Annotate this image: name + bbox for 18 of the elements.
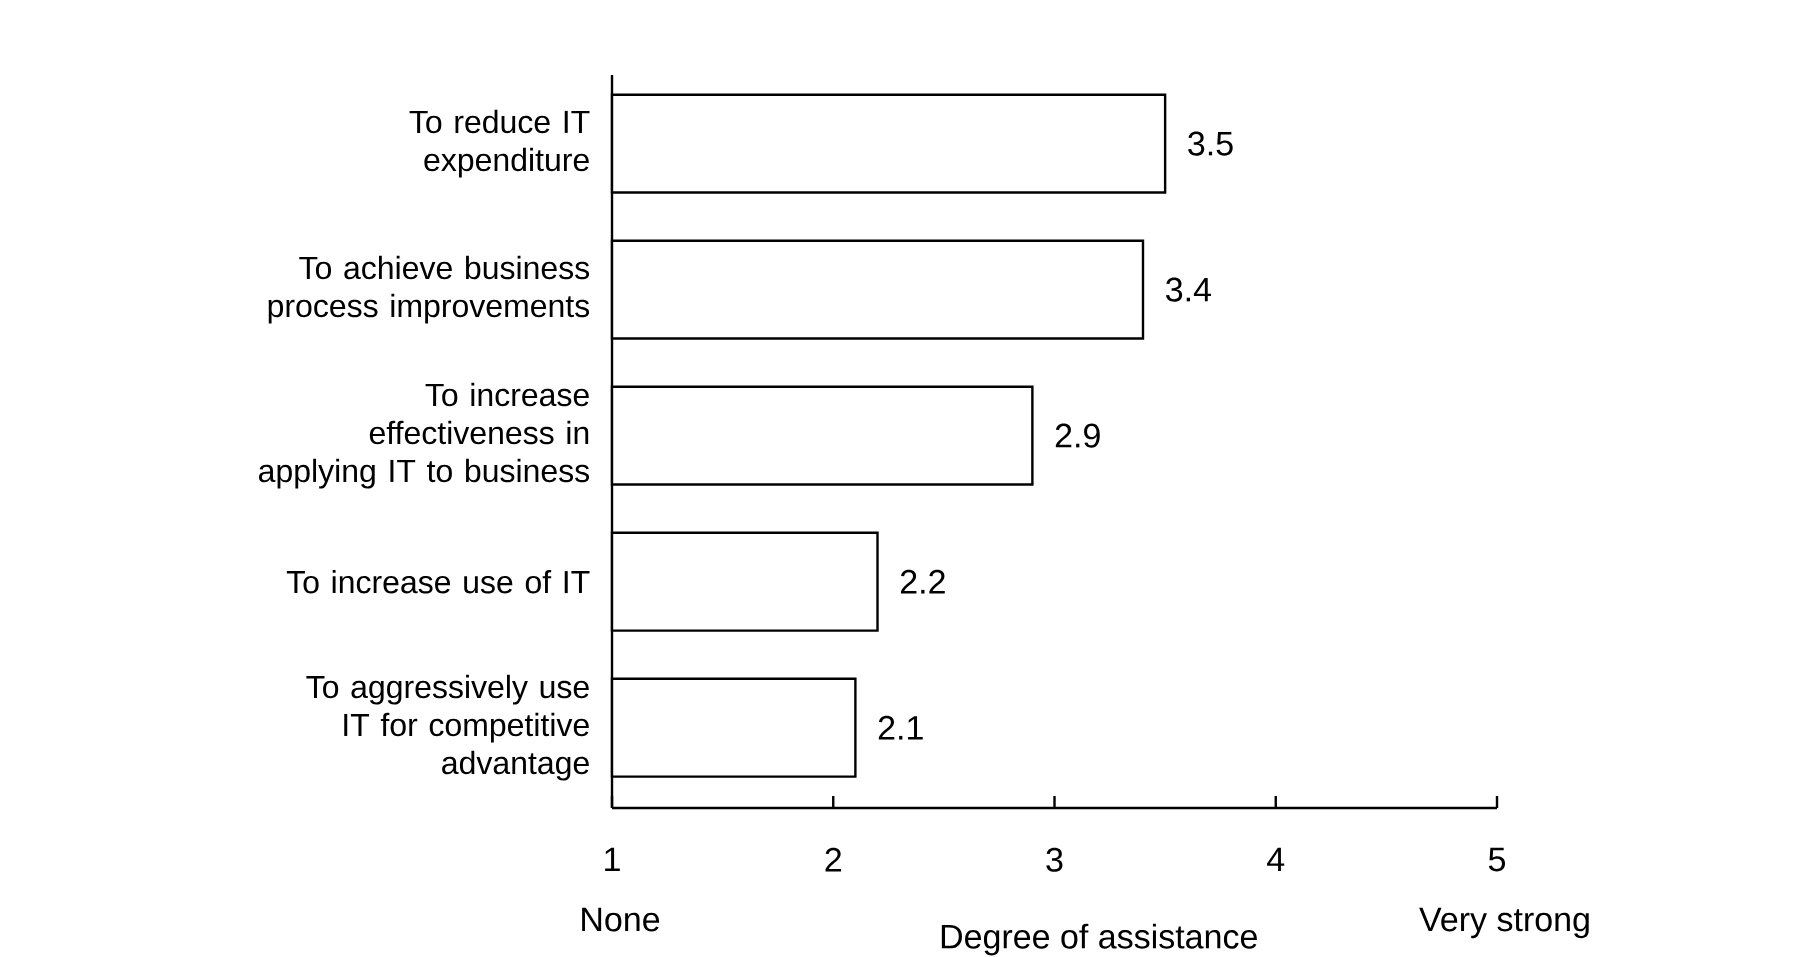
y-tick-label: To reduce IT expenditure: [409, 109, 590, 178]
data-label: 2.1: [878, 715, 923, 740]
text: Very strong: [1419, 907, 1589, 939]
x-tick-label: 3: [1046, 847, 1063, 872]
data-label: 2.2: [900, 569, 945, 594]
data-label: 3.4: [1166, 277, 1211, 302]
y-tick-label: To achieve business process improvements: [268, 255, 590, 324]
data-label: 2.9: [1055, 423, 1100, 448]
text: None: [582, 907, 660, 932]
x-tick-label: 5: [1488, 847, 1506, 872]
y-tick-label: To aggressively use IT for competitive advantage: [306, 674, 589, 781]
x-tick-label: 4: [1267, 847, 1285, 872]
x-axis-title: Degree of assistance: [941, 923, 1257, 956]
y-tick-label: To increase effectiveness in applying IT to business: [259, 382, 590, 489]
data-label: 3.5: [1188, 131, 1233, 156]
x-tick-label: 1: [605, 847, 620, 872]
x-tick-label: 2: [825, 847, 841, 872]
y-tick-label: To increase use of IT: [286, 569, 590, 594]
